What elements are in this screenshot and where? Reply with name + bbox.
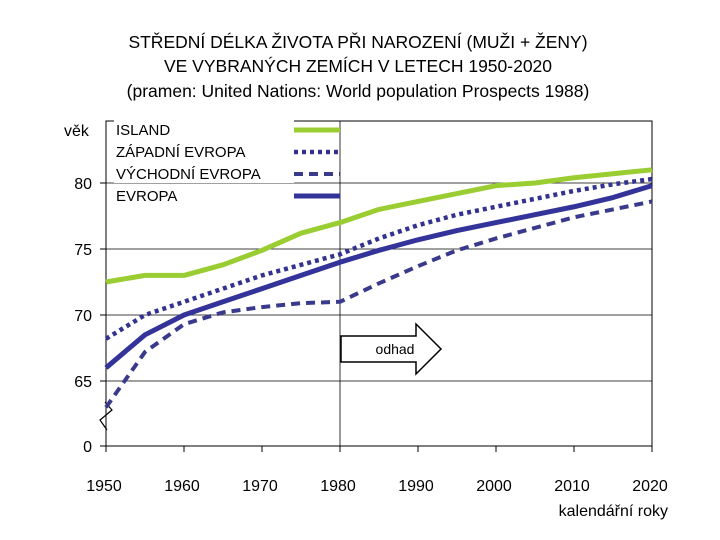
legend-label-bg (114, 120, 294, 139)
y-axis-label: věk (64, 123, 90, 140)
arrow-right-icon (340, 322, 443, 376)
legend-label-bg (114, 142, 294, 161)
estimate-annotation: odhad (340, 322, 443, 376)
series-line-východní-evropa (104, 199, 653, 409)
x-tick-label-2020: 2020 (632, 478, 668, 495)
series-line-evropa (104, 183, 653, 370)
legend-label-bg (114, 164, 294, 183)
y-axis: 65 70 75 80 0 (74, 176, 113, 456)
series-layer (104, 167, 653, 409)
y-tick-label-75: 75 (74, 242, 92, 259)
x-axis: 1950 1960 1970 1980 1990 2000 2010 2020 (86, 446, 668, 495)
x-axis-label: kalendářní roky (559, 503, 668, 520)
chart-title-line-2: VE VYBRANÝCH ZEMÍCH V LETECH 1950-2020 (164, 56, 552, 76)
plot-area (105, 120, 653, 447)
plot-border (105, 120, 653, 447)
chart-title-line-3: (pramen: United Nations: World populatio… (127, 81, 590, 101)
x-tick-label-1960: 1960 (164, 478, 200, 495)
chart-title-line-1: STŘEDNÍ DÉLKA ŽIVOTA PŘI NAROZENÍ (MUŽI … (128, 32, 587, 52)
x-tick-label-2000: 2000 (476, 478, 512, 495)
y-tick-label-70: 70 (74, 308, 92, 325)
x-tick-label-1980: 1980 (320, 478, 356, 495)
legend-label-0: ISLAND (116, 122, 170, 139)
legend-label-2: VÝCHODNÍ EVROPA (116, 166, 261, 183)
legend-label-3: EVROPA (116, 188, 177, 205)
legend-label-bg (114, 186, 294, 205)
series-line-island (105, 167, 653, 285)
y-tick-label-80: 80 (74, 176, 92, 193)
legend-label-1: ZÁPADNÍ EVROPA (116, 144, 245, 161)
x-tick-label-1990: 1990 (398, 478, 434, 495)
annotation-label: odhad (376, 341, 415, 357)
legend: ISLAND ZÁPADNÍ EVROPA VÝCHODNÍ EVROPA EVROP… (114, 120, 340, 205)
x-tick-label-2010: 2010 (554, 478, 590, 495)
x-tick-label-1970: 1970 (242, 478, 278, 495)
chart-title: STŘEDNÍ DÉLKA ŽIVOTA PŘI NAROZENÍ (MUŽI … (127, 32, 590, 101)
y-tick-label-65: 65 (74, 374, 92, 391)
y-tick-label-zero: 0 (83, 439, 92, 456)
x-tick-label-1950: 1950 (86, 478, 122, 495)
